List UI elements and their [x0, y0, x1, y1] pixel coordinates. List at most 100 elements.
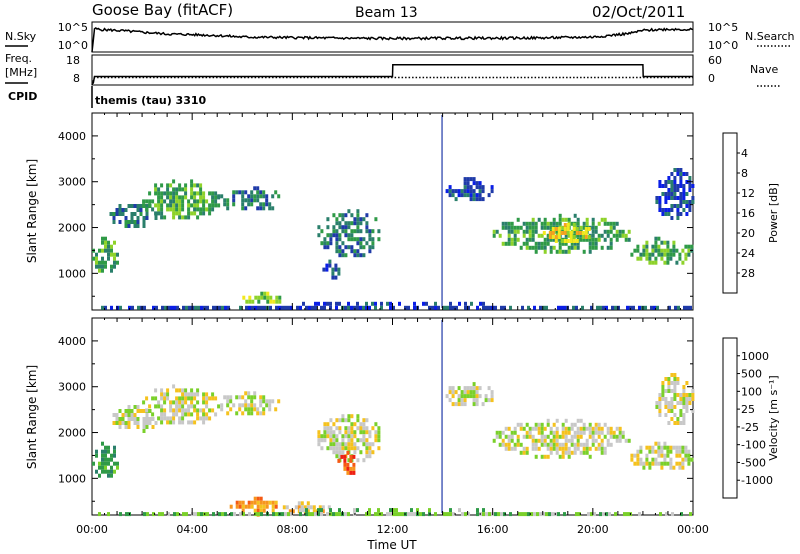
power-cell — [566, 231, 570, 235]
velocity-cell — [173, 512, 176, 517]
power-cell — [248, 305, 251, 310]
velocity-cell — [169, 408, 173, 413]
power-cell — [151, 207, 155, 212]
velocity-cell — [196, 392, 200, 397]
power-cell — [540, 241, 544, 246]
velocity-cell — [95, 453, 98, 458]
velocity-cell — [297, 505, 301, 510]
velocity-cell — [145, 417, 149, 421]
velocity-cell — [667, 401, 671, 405]
velocity-cell — [190, 388, 194, 393]
velocity-cell — [682, 413, 686, 417]
power-cell — [569, 239, 573, 243]
power-cell — [587, 235, 591, 239]
velocity-cell — [555, 446, 559, 451]
velocity-cell — [522, 446, 526, 451]
power-cell — [368, 305, 371, 310]
velocity-cell — [661, 397, 665, 401]
velocity-cell — [573, 422, 577, 427]
velocity-cell — [148, 409, 152, 413]
velocity-colorbar-label: -100 — [741, 439, 766, 452]
velocity-cell — [344, 430, 348, 435]
velocity-cell — [121, 421, 125, 425]
velocity-cell — [642, 465, 646, 470]
velocity-cell — [501, 442, 505, 447]
power-cell — [181, 207, 185, 212]
power-cell — [341, 217, 345, 222]
velocity-cell — [510, 430, 514, 435]
velocity-cell — [676, 421, 680, 425]
power-cell — [235, 190, 239, 195]
power-cell — [653, 305, 656, 310]
power-cell — [682, 184, 686, 188]
velocity-cell — [152, 512, 155, 517]
velocity-cell — [684, 457, 688, 462]
velocity-cell — [599, 512, 602, 517]
velocity-cell — [259, 399, 263, 404]
velocity-cell — [317, 508, 320, 513]
velocity-cell — [110, 473, 113, 478]
power-cell — [664, 196, 668, 200]
velocity-cell — [558, 446, 562, 451]
velocity-cell — [651, 449, 655, 454]
velocity-cell — [175, 400, 179, 405]
power-cell — [335, 217, 339, 222]
velocity-cell — [537, 446, 541, 451]
velocity-cell — [320, 446, 324, 451]
power-cell — [679, 176, 683, 180]
velocity-colorbar-label: 25 — [741, 403, 755, 416]
power-cell — [575, 239, 579, 243]
velocity-cell — [588, 430, 592, 435]
power-cell — [317, 225, 321, 230]
velocity-cell — [377, 508, 380, 513]
velocity-cell — [484, 394, 488, 399]
velocity-cell — [271, 399, 275, 404]
power-cell — [479, 301, 482, 306]
power-cell — [169, 191, 173, 196]
velocity-cell — [655, 405, 659, 409]
velocity-cell — [178, 408, 182, 413]
power-cell — [525, 241, 529, 246]
velocity-cell — [335, 450, 339, 455]
velocity-cell — [608, 512, 611, 517]
power-cell — [368, 245, 372, 250]
velocity-cell — [115, 417, 119, 421]
freq-panel: Freq. [MHz] 18 8 60 0 Nave — [5, 52, 780, 87]
velocity-cell — [664, 389, 668, 393]
power-cell — [116, 260, 119, 265]
power-cell — [257, 305, 260, 310]
velocity-cell — [335, 512, 338, 517]
velocity-cell — [161, 512, 164, 517]
power-cell — [682, 172, 686, 176]
power-cell — [113, 256, 116, 261]
velocity-cell — [392, 512, 395, 517]
power-cell — [200, 305, 203, 310]
power-cell — [365, 213, 369, 218]
velocity-cell — [685, 393, 689, 397]
velocity-cell — [682, 417, 686, 421]
velocity-cell — [229, 407, 233, 412]
velocity-cell — [678, 445, 682, 450]
power-cell — [685, 212, 689, 216]
power-cell — [238, 190, 242, 195]
power-cell — [627, 237, 631, 242]
power-cell — [572, 227, 576, 231]
velocity-cell — [642, 461, 646, 466]
power-cell — [331, 267, 335, 272]
power-cell — [344, 213, 348, 218]
power-cell — [380, 305, 383, 310]
velocity-cell — [202, 412, 206, 417]
velocity-cell — [265, 399, 269, 404]
power-cell — [503, 305, 506, 310]
power-cell — [202, 195, 206, 200]
power-cell — [347, 245, 351, 250]
power-cell — [663, 252, 667, 257]
power-cell — [573, 241, 577, 246]
power-cell — [350, 305, 353, 310]
power-cell — [256, 206, 260, 211]
nave-series-line — [91, 76, 693, 86]
power-cell — [347, 233, 351, 238]
velocity-cell — [282, 505, 286, 510]
velocity-cell — [218, 512, 221, 517]
